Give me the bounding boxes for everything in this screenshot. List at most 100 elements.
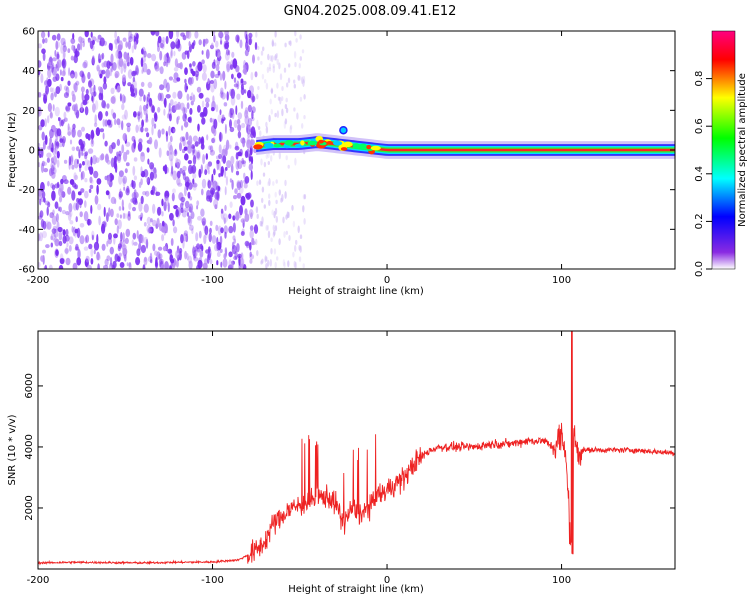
spectrogram-xtick-label: -100 (201, 275, 224, 286)
spectrogram-noise-cell (248, 38, 252, 46)
spectrogram-noise-cell (273, 229, 276, 236)
spectrogram-noise-cell (132, 232, 137, 240)
spectrogram-noise-cell (56, 159, 60, 168)
spectrogram-noise-cell (217, 70, 221, 76)
spectrogram-noise-cell (58, 142, 63, 148)
spectrogram-noise-cell (268, 63, 272, 70)
spectrogram-noise-cell (84, 165, 88, 171)
spectrogram-noise-cell (64, 234, 70, 242)
spectrogram-noise-cell (144, 118, 149, 123)
spectrogram-noise-cell (245, 33, 248, 44)
spectrogram-noise-cell (181, 136, 186, 142)
spectrogram-noise-cell (183, 107, 188, 114)
spectrogram-noise-cell (298, 256, 302, 262)
spectrogram-noise-cell (219, 109, 222, 115)
spectrogram-noise-cell (69, 155, 74, 166)
spectrogram-noise-cell (187, 215, 191, 224)
spectrogram-noise-cell (90, 204, 93, 214)
spectrogram-noise-cell (298, 245, 301, 251)
spectrogram-noise-cell (59, 69, 62, 76)
spectrogram-noise-cell (72, 83, 77, 91)
spectrogram-noise-cell (199, 111, 205, 118)
spectrogram-noise-cell (225, 166, 228, 171)
spectrogram-noise-cell (80, 143, 85, 150)
spectrogram-noise-cell (256, 250, 259, 257)
spectrogram-noise-cell (184, 181, 190, 188)
spectrogram-noise-cell (79, 223, 85, 228)
spectrogram-noise-cell (177, 90, 183, 100)
spectrogram-noise-cell (235, 105, 238, 115)
spectrogram-noise-cell (115, 87, 121, 93)
spectrogram-noise-cell (179, 202, 184, 210)
snr-ytick-label: 6000 (24, 373, 35, 398)
spectrogram-noise-cell (153, 172, 158, 179)
spectrogram-noise-cell (197, 215, 202, 221)
spectrogram-noise-cell (70, 154, 74, 162)
spectrogram-noise-cell (85, 88, 89, 95)
spectrogram-noise-cell (218, 144, 222, 154)
spectrogram-noise-cell (52, 167, 57, 175)
spectrogram-noise-cell (230, 88, 236, 100)
spectrogram-noise-cell (97, 111, 103, 121)
spectrogram-noise-cell (100, 54, 104, 61)
snr-xtick-label: -100 (201, 575, 224, 586)
spectrogram-noise-cell (105, 110, 109, 117)
spectrogram-noise-cell (88, 243, 93, 250)
spectrogram-noise-cell (50, 64, 54, 73)
spectrogram-noise-cell (47, 180, 50, 187)
spectrogram-noise-cell (102, 118, 106, 127)
spectrogram-noise-cell (38, 233, 41, 242)
snr-series-line (38, 331, 675, 566)
spectrogram-noise-cell (137, 141, 143, 152)
spectrogram-noise-cell (104, 140, 108, 147)
spectrogram-noise-cell (210, 186, 214, 197)
spectrogram-noise-cell (247, 104, 252, 113)
spectrogram-noise-cell (58, 188, 62, 197)
spectrogram-noise-cell (149, 162, 155, 170)
spectrogram-noise-cell (276, 58, 279, 65)
spectrogram-noise-cell (41, 231, 48, 239)
spectrogram-noise-cell (74, 50, 80, 57)
spectrogram-noise-cell (248, 32, 253, 39)
spectrogram-noise-cell (81, 71, 84, 79)
spectrogram-ylabel: Frequency (Hz) (7, 112, 18, 188)
spectrogram-noise-cell (51, 87, 55, 97)
spectrogram-noise-cell (94, 100, 99, 111)
spectrogram-noise-cell (196, 151, 200, 159)
spectrogram-noise-cell (164, 192, 169, 201)
spectrogram-noise-cell (270, 89, 274, 93)
spectrogram-noise-cell (129, 33, 134, 39)
spectrogram-noise-cell (125, 41, 129, 48)
spectrogram-noise-cell (106, 255, 111, 262)
spectrogram-noise-cell (140, 151, 146, 163)
spectrogram-noise-cell (62, 118, 66, 124)
spectrogram-noise-cell (278, 62, 281, 70)
spectrogram-noise-cell (220, 227, 224, 234)
spectrogram-noise-cell (95, 157, 100, 164)
spectrogram-noise-cell (42, 140, 46, 150)
spectrogram-noise-cell (131, 80, 137, 90)
spectrogram-noise-cell (119, 214, 122, 219)
spectrogram-noise-cell (274, 42, 277, 47)
spectrogram-tone-blob (359, 143, 368, 150)
spectrogram-noise-cell (147, 228, 153, 233)
spectrogram-noise-cell (205, 153, 208, 160)
spectrogram-noise-cell (110, 256, 113, 267)
spectrogram-noise-cell (151, 53, 157, 62)
spectrogram-noise-cell (237, 160, 243, 170)
spectrogram-noise-cell (40, 255, 44, 262)
spectrogram-noise-cell (191, 228, 194, 235)
spectrogram-noise-cell (294, 62, 297, 68)
spectrogram-noise-cell (155, 257, 158, 267)
spectrogram-noise-cell (119, 262, 125, 268)
spectrogram-noise-cell (109, 246, 115, 255)
spectrogram-noise-cell (188, 41, 191, 47)
spectrogram-noise-cell (45, 244, 50, 249)
spectrogram-noise-cell (274, 207, 278, 215)
spectrogram-noise-cell (258, 179, 262, 185)
spectrogram-noise-cell (281, 96, 284, 101)
spectrogram-noise-cell (143, 236, 148, 244)
spectrogram-noise-cell (168, 108, 172, 119)
spectrogram-noise-cell (93, 241, 100, 251)
spectrogram-noise-cell (285, 214, 288, 220)
